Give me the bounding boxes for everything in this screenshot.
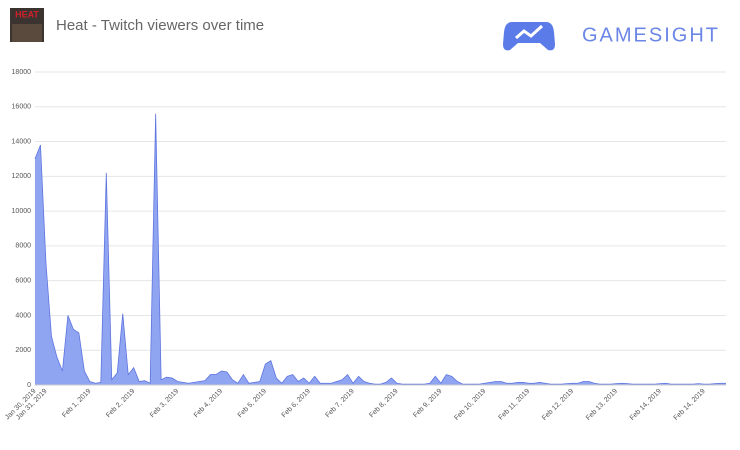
x-tick-label: Feb 14, 2019 xyxy=(629,388,663,422)
y-tick-label: 0 xyxy=(27,382,31,389)
y-tick-label: 2000 xyxy=(15,347,31,354)
area xyxy=(35,113,726,385)
y-tick-label: 14000 xyxy=(12,138,32,145)
x-tick-label: Feb 6, 2019 xyxy=(281,388,312,419)
y-tick-label: 16000 xyxy=(12,104,32,111)
y-tick-label: 12000 xyxy=(12,173,32,180)
y-tick-label: 4000 xyxy=(15,312,31,319)
header: HEAT Heat - Twitch viewers over time GAM… xyxy=(10,8,720,51)
x-tick-label: Feb 11, 2019 xyxy=(498,388,532,422)
game-icon-text: HEAT xyxy=(15,9,39,19)
x-tick-label: Feb 4, 2019 xyxy=(193,388,224,419)
chart-title: Heat - Twitch viewers over time xyxy=(56,17,264,34)
x-tick-label: Feb 3, 2019 xyxy=(149,388,180,419)
x-tick-label: Feb 8, 2019 xyxy=(368,388,399,419)
y-tick-label: 18000 xyxy=(12,69,32,76)
x-tick-label: Feb 1, 2019 xyxy=(61,388,92,419)
y-tick-label: 6000 xyxy=(15,278,31,285)
x-tick-label: Feb 14, 2019 xyxy=(673,388,707,422)
y-tick-label: 10000 xyxy=(12,208,32,215)
brand-name: GAMESIGHT xyxy=(582,24,720,46)
y-tick-label: 8000 xyxy=(15,243,31,250)
brand-logo-arrow xyxy=(515,24,544,40)
x-tick-label: Feb 9, 2019 xyxy=(412,388,443,419)
x-tick-label: Feb 10, 2019 xyxy=(453,388,487,422)
x-tick-label: Feb 5, 2019 xyxy=(237,388,268,419)
x-tick-label: Feb 2, 2019 xyxy=(105,388,136,419)
x-tick-label: Feb 12, 2019 xyxy=(541,388,575,422)
area-line xyxy=(34,113,726,385)
x-tick-label: Feb 7, 2019 xyxy=(324,388,355,419)
x-tick-label: Feb 13, 2019 xyxy=(585,388,619,422)
game-icon-figures xyxy=(12,24,42,42)
